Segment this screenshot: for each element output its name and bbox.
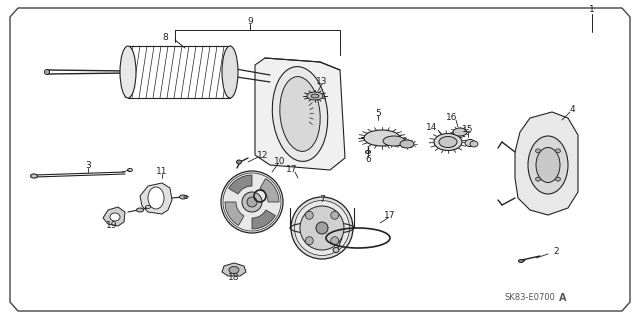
Ellipse shape [331, 237, 339, 245]
Text: 7: 7 [319, 196, 325, 204]
Ellipse shape [465, 139, 475, 146]
Ellipse shape [179, 195, 186, 199]
Ellipse shape [291, 197, 353, 259]
Ellipse shape [307, 92, 323, 100]
Ellipse shape [280, 77, 320, 152]
Ellipse shape [518, 259, 524, 263]
Text: 15: 15 [462, 125, 474, 135]
Ellipse shape [434, 133, 462, 151]
Polygon shape [252, 210, 275, 229]
Ellipse shape [528, 136, 568, 194]
Text: 11: 11 [156, 167, 168, 176]
Ellipse shape [305, 237, 313, 245]
Ellipse shape [136, 208, 143, 212]
Ellipse shape [383, 136, 405, 146]
Text: 13: 13 [316, 78, 328, 86]
Ellipse shape [536, 177, 541, 181]
Ellipse shape [536, 149, 541, 153]
Ellipse shape [364, 130, 400, 146]
Text: 10: 10 [275, 158, 285, 167]
Polygon shape [260, 179, 279, 202]
Text: 5: 5 [375, 108, 381, 117]
Ellipse shape [31, 174, 38, 178]
Text: 9: 9 [247, 18, 253, 26]
Ellipse shape [556, 177, 561, 181]
Polygon shape [255, 58, 345, 170]
Ellipse shape [148, 187, 164, 209]
Ellipse shape [247, 197, 257, 207]
Ellipse shape [453, 128, 467, 136]
Polygon shape [515, 112, 578, 215]
Ellipse shape [110, 213, 120, 221]
Text: A: A [559, 293, 567, 303]
Ellipse shape [229, 266, 239, 273]
Ellipse shape [272, 67, 328, 161]
Text: 18: 18 [228, 273, 240, 283]
Ellipse shape [400, 140, 414, 148]
Ellipse shape [221, 171, 283, 233]
Ellipse shape [294, 201, 349, 256]
Ellipse shape [222, 46, 238, 98]
Polygon shape [222, 263, 246, 276]
Text: 16: 16 [446, 114, 458, 122]
Polygon shape [228, 175, 252, 194]
Text: 19: 19 [106, 220, 118, 229]
Text: 17: 17 [286, 166, 298, 174]
Ellipse shape [556, 149, 561, 153]
Text: SK83-E0700: SK83-E0700 [504, 293, 556, 302]
Text: 6: 6 [365, 155, 371, 165]
Ellipse shape [237, 160, 241, 164]
Ellipse shape [470, 141, 478, 147]
Ellipse shape [316, 222, 328, 234]
Ellipse shape [45, 70, 49, 75]
Text: 1: 1 [589, 5, 595, 14]
Text: 17: 17 [384, 211, 396, 220]
Ellipse shape [305, 211, 313, 219]
Text: 2: 2 [553, 248, 559, 256]
Ellipse shape [120, 46, 136, 98]
Text: 8: 8 [162, 33, 168, 42]
Text: ·: · [186, 192, 190, 202]
Ellipse shape [333, 248, 339, 253]
Polygon shape [140, 183, 172, 214]
Text: 12: 12 [257, 152, 269, 160]
Polygon shape [225, 202, 244, 226]
Ellipse shape [439, 137, 457, 147]
Polygon shape [103, 207, 125, 226]
Ellipse shape [331, 211, 339, 219]
Ellipse shape [536, 147, 560, 182]
Text: 4: 4 [569, 106, 575, 115]
Text: 14: 14 [426, 123, 438, 132]
Ellipse shape [311, 94, 319, 98]
Ellipse shape [300, 206, 344, 250]
Ellipse shape [242, 192, 262, 212]
Text: 3: 3 [85, 161, 91, 170]
